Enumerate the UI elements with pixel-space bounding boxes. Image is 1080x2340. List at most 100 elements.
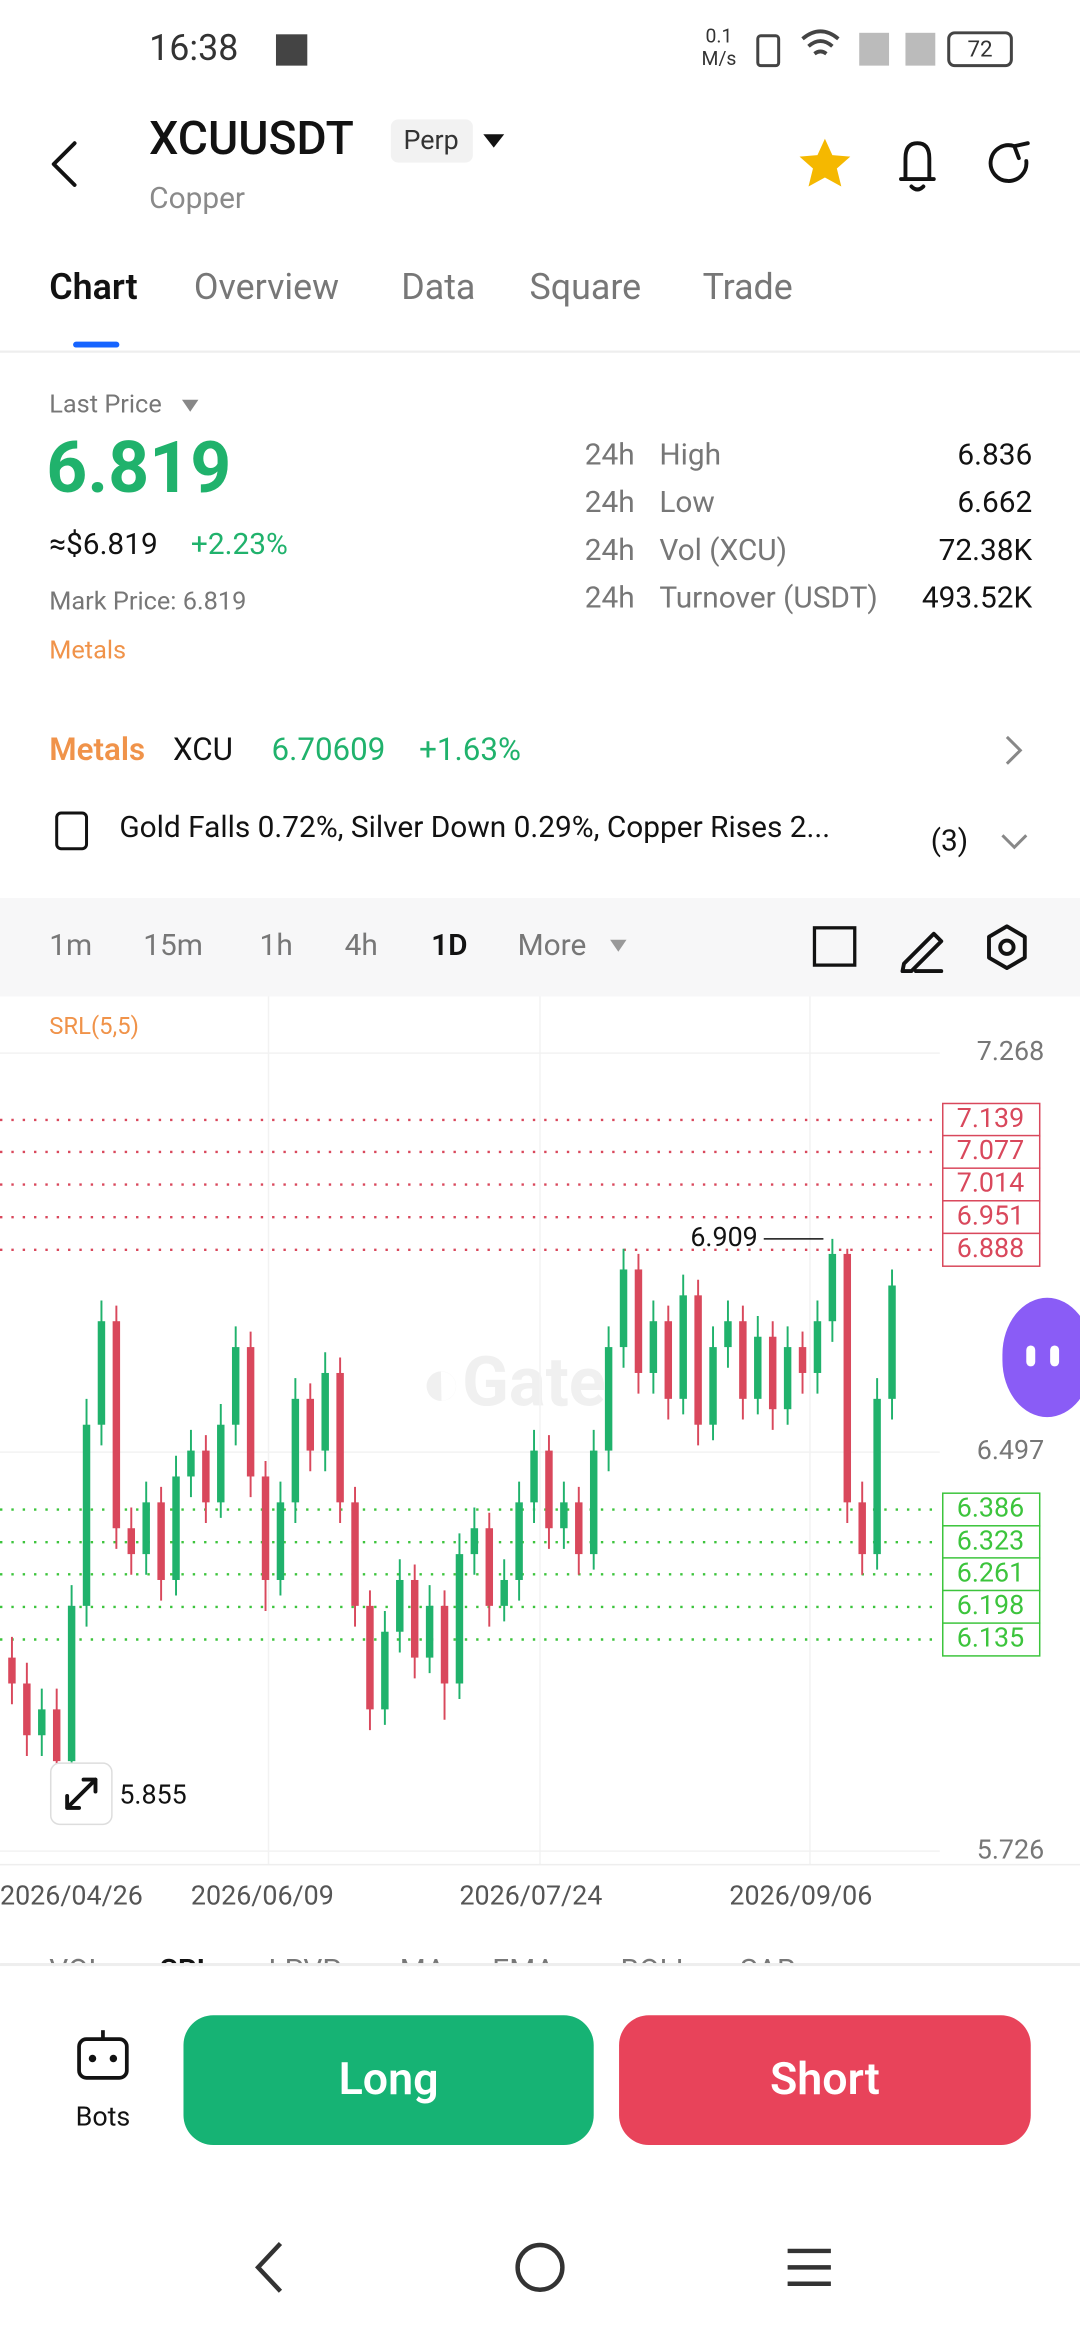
candle-body	[396, 1579, 404, 1632]
candle-body	[410, 1579, 419, 1658]
stat-label: Vol (XCU)	[659, 533, 787, 568]
candle-body	[82, 1424, 91, 1606]
interval[interactable]: 1h	[260, 928, 293, 963]
stat-value: 6.836	[957, 437, 1032, 472]
expand[interactable]	[1001, 834, 1028, 850]
stat-period: 24h	[585, 437, 635, 472]
candle-body	[202, 1450, 210, 1503]
tab[interactable]: Trade	[703, 266, 793, 308]
sim-icon	[905, 32, 936, 66]
settings-icon[interactable]	[998, 938, 1016, 956]
candle-body	[366, 1605, 374, 1710]
srl-box	[942, 1557, 1041, 1592]
candle-body	[127, 1528, 136, 1555]
candle-body	[470, 1528, 479, 1555]
tag-pill[interactable]	[390, 119, 473, 163]
back-button[interactable]	[51, 141, 77, 187]
tab[interactable]: Square	[530, 266, 642, 308]
candle-body	[634, 1269, 643, 1373]
candle-body	[515, 1502, 523, 1580]
usd-price: ≈$6.819	[49, 527, 157, 562]
candle-body	[724, 1321, 732, 1348]
sim-icon	[859, 32, 890, 66]
candle-body	[97, 1321, 106, 1425]
assistant-button[interactable]	[1002, 1297, 1080, 1418]
interval[interactable]: More	[518, 928, 587, 963]
candle-body	[67, 1605, 76, 1762]
candle-body	[530, 1450, 538, 1503]
news-headline[interactable]: Gold Falls 0.72%, Silver Down 0.29%, Cop…	[119, 810, 830, 845]
srl-label: 6.198	[957, 1589, 1024, 1621]
vibrate-icon	[756, 34, 781, 68]
index-price: 6.70609	[271, 731, 385, 768]
long-label: Long	[339, 2052, 439, 2105]
srl-label: 7.014	[957, 1167, 1024, 1199]
stat-value: 72.38K	[939, 533, 1033, 568]
candle-body	[664, 1321, 673, 1399]
candle-body	[455, 1554, 464, 1684]
clock: 16:38	[149, 27, 238, 69]
candle-body	[157, 1502, 165, 1580]
tab[interactable]: Overview	[194, 266, 339, 308]
srl-label: 7.077	[957, 1134, 1024, 1166]
candle-body	[306, 1398, 315, 1451]
stat-label: Turnover (USDT)	[659, 581, 877, 616]
settings-icon[interactable]	[987, 924, 1027, 971]
dropdown[interactable]	[610, 939, 627, 952]
tab-indicator	[73, 341, 120, 348]
mark-price: Mark Price: 6.819	[49, 586, 246, 616]
candle-body	[649, 1321, 658, 1373]
favorite[interactable]	[799, 138, 851, 187]
net-speed: 0.1	[706, 24, 733, 47]
stat-label: Low	[659, 485, 715, 520]
alert[interactable]	[899, 141, 936, 192]
srl-label: 6.323	[957, 1524, 1024, 1556]
interval[interactable]: 15m	[143, 928, 203, 963]
candle-body	[485, 1528, 494, 1606]
fullscreen-icon[interactable]	[812, 926, 857, 967]
tag: Perp	[404, 124, 459, 156]
chevron[interactable]	[1005, 735, 1023, 765]
candle-body	[261, 1476, 270, 1580]
candle-body	[589, 1450, 598, 1555]
divider	[0, 1963, 1080, 1967]
interval[interactable]: 1m	[49, 928, 92, 963]
net-speed-unit: M/s	[702, 47, 737, 70]
long-button[interactable]	[183, 2015, 594, 2146]
high-label: 6.909	[690, 1221, 757, 1253]
candle-body	[783, 1347, 792, 1410]
candle-body	[679, 1295, 687, 1399]
draw-icon[interactable]	[900, 931, 944, 974]
nav-back[interactable]	[255, 2241, 283, 2293]
stat-period: 24h	[585, 533, 635, 568]
candle-body	[291, 1398, 300, 1503]
candle-body	[560, 1502, 568, 1529]
candle-body	[38, 1709, 46, 1736]
price-label: Last Price	[49, 389, 162, 419]
candle-body	[828, 1253, 837, 1322]
interval[interactable]: 1D	[431, 928, 467, 963]
short-button[interactable]	[619, 2015, 1031, 2146]
candle-body	[381, 1631, 389, 1710]
tab[interactable]: Chart	[49, 266, 137, 308]
tab[interactable]: Data	[401, 266, 475, 308]
candle-body	[425, 1605, 434, 1658]
candle-body	[798, 1347, 807, 1373]
interval[interactable]: 4h	[345, 928, 378, 963]
y-tick-label: 5.726	[977, 1833, 1044, 1865]
status-icon	[275, 34, 308, 66]
news-count: (3)	[931, 824, 968, 859]
low-label: 5.855	[119, 1778, 186, 1810]
nav-menu[interactable]	[787, 2248, 831, 2287]
candle-body	[843, 1253, 852, 1503]
nav-home[interactable]	[515, 2242, 565, 2292]
x-tick-label: 2026/07/24	[459, 1880, 602, 1912]
share[interactable]	[988, 141, 1030, 183]
srl-label: 6.261	[957, 1556, 1024, 1588]
dropdown[interactable]	[483, 134, 505, 148]
stat-value: 493.52K	[922, 581, 1033, 616]
candle-body	[888, 1285, 896, 1399]
dropdown[interactable]	[181, 399, 199, 412]
stat-label: High	[659, 437, 721, 472]
